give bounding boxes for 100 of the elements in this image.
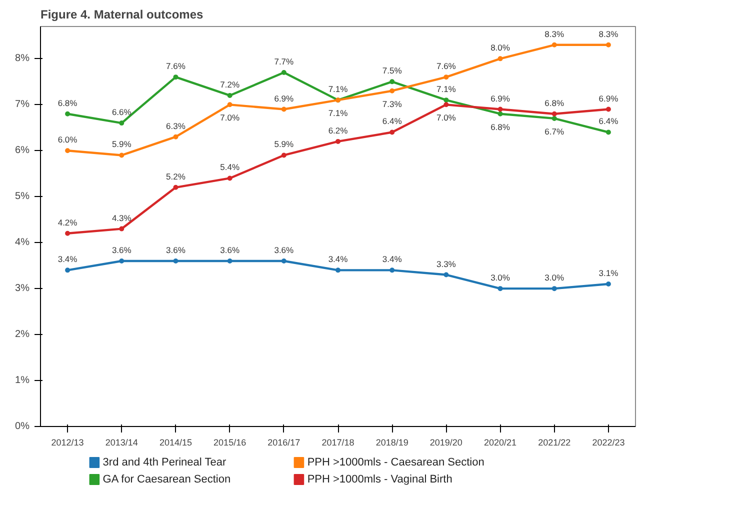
data-label: 3.1% — [598, 268, 619, 278]
point — [119, 120, 124, 126]
data-label: 5.4% — [220, 162, 240, 172]
x-tick-label: 2014/15 — [159, 438, 192, 448]
point — [281, 152, 286, 158]
point — [552, 116, 557, 121]
point — [65, 268, 70, 273]
point — [390, 130, 395, 135]
data-label: 3.6% — [112, 244, 132, 255]
y-tick-label: 7% — [15, 99, 30, 110]
point — [498, 106, 503, 112]
point — [65, 230, 70, 236]
y-tick-label: 5% — [15, 191, 30, 202]
x-tick-label: 2021/22 — [538, 438, 571, 448]
data-label: 8.3% — [598, 28, 619, 39]
point — [227, 176, 232, 181]
data-label: 8.3% — [544, 28, 564, 39]
point — [173, 184, 178, 190]
point — [498, 286, 503, 292]
point — [498, 111, 503, 116]
point — [552, 111, 557, 116]
x-tick-label: 2019/20 — [430, 438, 462, 448]
data-label: 7.1% — [328, 84, 348, 94]
y-tick-label: 8% — [15, 53, 30, 64]
x-tick-label: 2022/23 — [592, 438, 625, 448]
data-label: 4.3% — [112, 212, 132, 223]
point — [336, 138, 340, 144]
data-label: 6.4% — [382, 116, 402, 126]
chart-title: Figure 4. Maternal outcomes — [40, 8, 204, 22]
x-tick-label: 2015/16 — [214, 438, 246, 448]
point — [606, 130, 611, 135]
data-label: 5.9% — [112, 139, 132, 150]
legend-label: PPH >1000mls - Caesarean Section — [307, 456, 484, 468]
y-tick-label: 3% — [15, 283, 30, 294]
point — [119, 152, 124, 158]
point — [119, 226, 124, 232]
point — [173, 74, 178, 80]
data-label: 7.1% — [328, 108, 348, 118]
point — [173, 258, 178, 264]
legend-label: 3rd and 4th Perineal Tear — [102, 456, 226, 468]
point — [227, 102, 232, 108]
data-label: 6.7% — [544, 126, 564, 136]
data-label: 7.2% — [220, 79, 240, 90]
data-label: 6.8% — [544, 98, 564, 108]
data-label: 6.8% — [490, 122, 510, 132]
data-label: 3.4% — [382, 254, 402, 264]
legend-label: GA for Caesarean Section — [102, 474, 231, 486]
point — [227, 258, 232, 264]
data-label: 7.7% — [274, 56, 294, 66]
data-label: 7.0% — [436, 112, 456, 123]
x-tick-label: 2016/17 — [268, 438, 300, 448]
data-label: 6.9% — [598, 93, 619, 104]
x-tick-label: 2013/14 — [105, 438, 138, 448]
y-tick-label: 1% — [15, 375, 30, 386]
data-label: 6.2% — [328, 125, 348, 136]
data-label: 6.3% — [166, 120, 186, 131]
data-label: 7.6% — [436, 61, 456, 72]
legend-label: PPH >1000mls - Vaginal Birth — [307, 474, 452, 486]
point — [606, 281, 611, 286]
data-label: 3.6% — [166, 244, 186, 255]
y-tick-label: 0% — [15, 421, 30, 432]
point — [281, 70, 286, 75]
data-label: 4.2% — [58, 217, 78, 228]
data-label: 5.2% — [166, 171, 186, 182]
data-label: 3.6% — [274, 244, 294, 255]
point — [390, 88, 395, 94]
data-label: 6.8% — [58, 98, 78, 108]
data-label: 6.9% — [274, 93, 294, 104]
y-tick-label: 4% — [15, 237, 30, 248]
point — [444, 102, 449, 108]
point — [498, 56, 503, 62]
y-tick-label: 2% — [15, 329, 30, 340]
point — [390, 79, 395, 84]
data-label: 6.0% — [58, 134, 78, 145]
point — [390, 268, 395, 273]
point — [444, 74, 449, 80]
data-label: 7.1% — [436, 84, 456, 94]
point — [65, 111, 70, 116]
data-label: 6.4% — [598, 116, 619, 126]
y-tick-label: 6% — [15, 145, 30, 156]
point — [119, 258, 124, 264]
point — [606, 42, 611, 48]
x-tick-label: 2017/18 — [322, 438, 354, 448]
data-label: 6.9% — [490, 93, 510, 104]
data-label: 7.0% — [220, 112, 240, 123]
point — [281, 106, 286, 112]
data-label: 8.0% — [490, 42, 510, 53]
data-label: 3.4% — [328, 254, 348, 264]
point — [65, 148, 70, 154]
x-tick-label: 2012/13 — [51, 438, 84, 448]
x-tick-label: 2020/21 — [484, 438, 517, 448]
point — [173, 134, 178, 140]
data-label: 5.9% — [274, 139, 294, 150]
data-label: 6.6% — [112, 107, 132, 118]
x-tick-label: 2018/19 — [376, 438, 408, 448]
point — [336, 268, 340, 273]
data-label: 3.4% — [58, 254, 78, 264]
data-label: 7.3% — [382, 98, 402, 109]
data-label: 3.0% — [544, 272, 564, 283]
point — [227, 92, 232, 98]
